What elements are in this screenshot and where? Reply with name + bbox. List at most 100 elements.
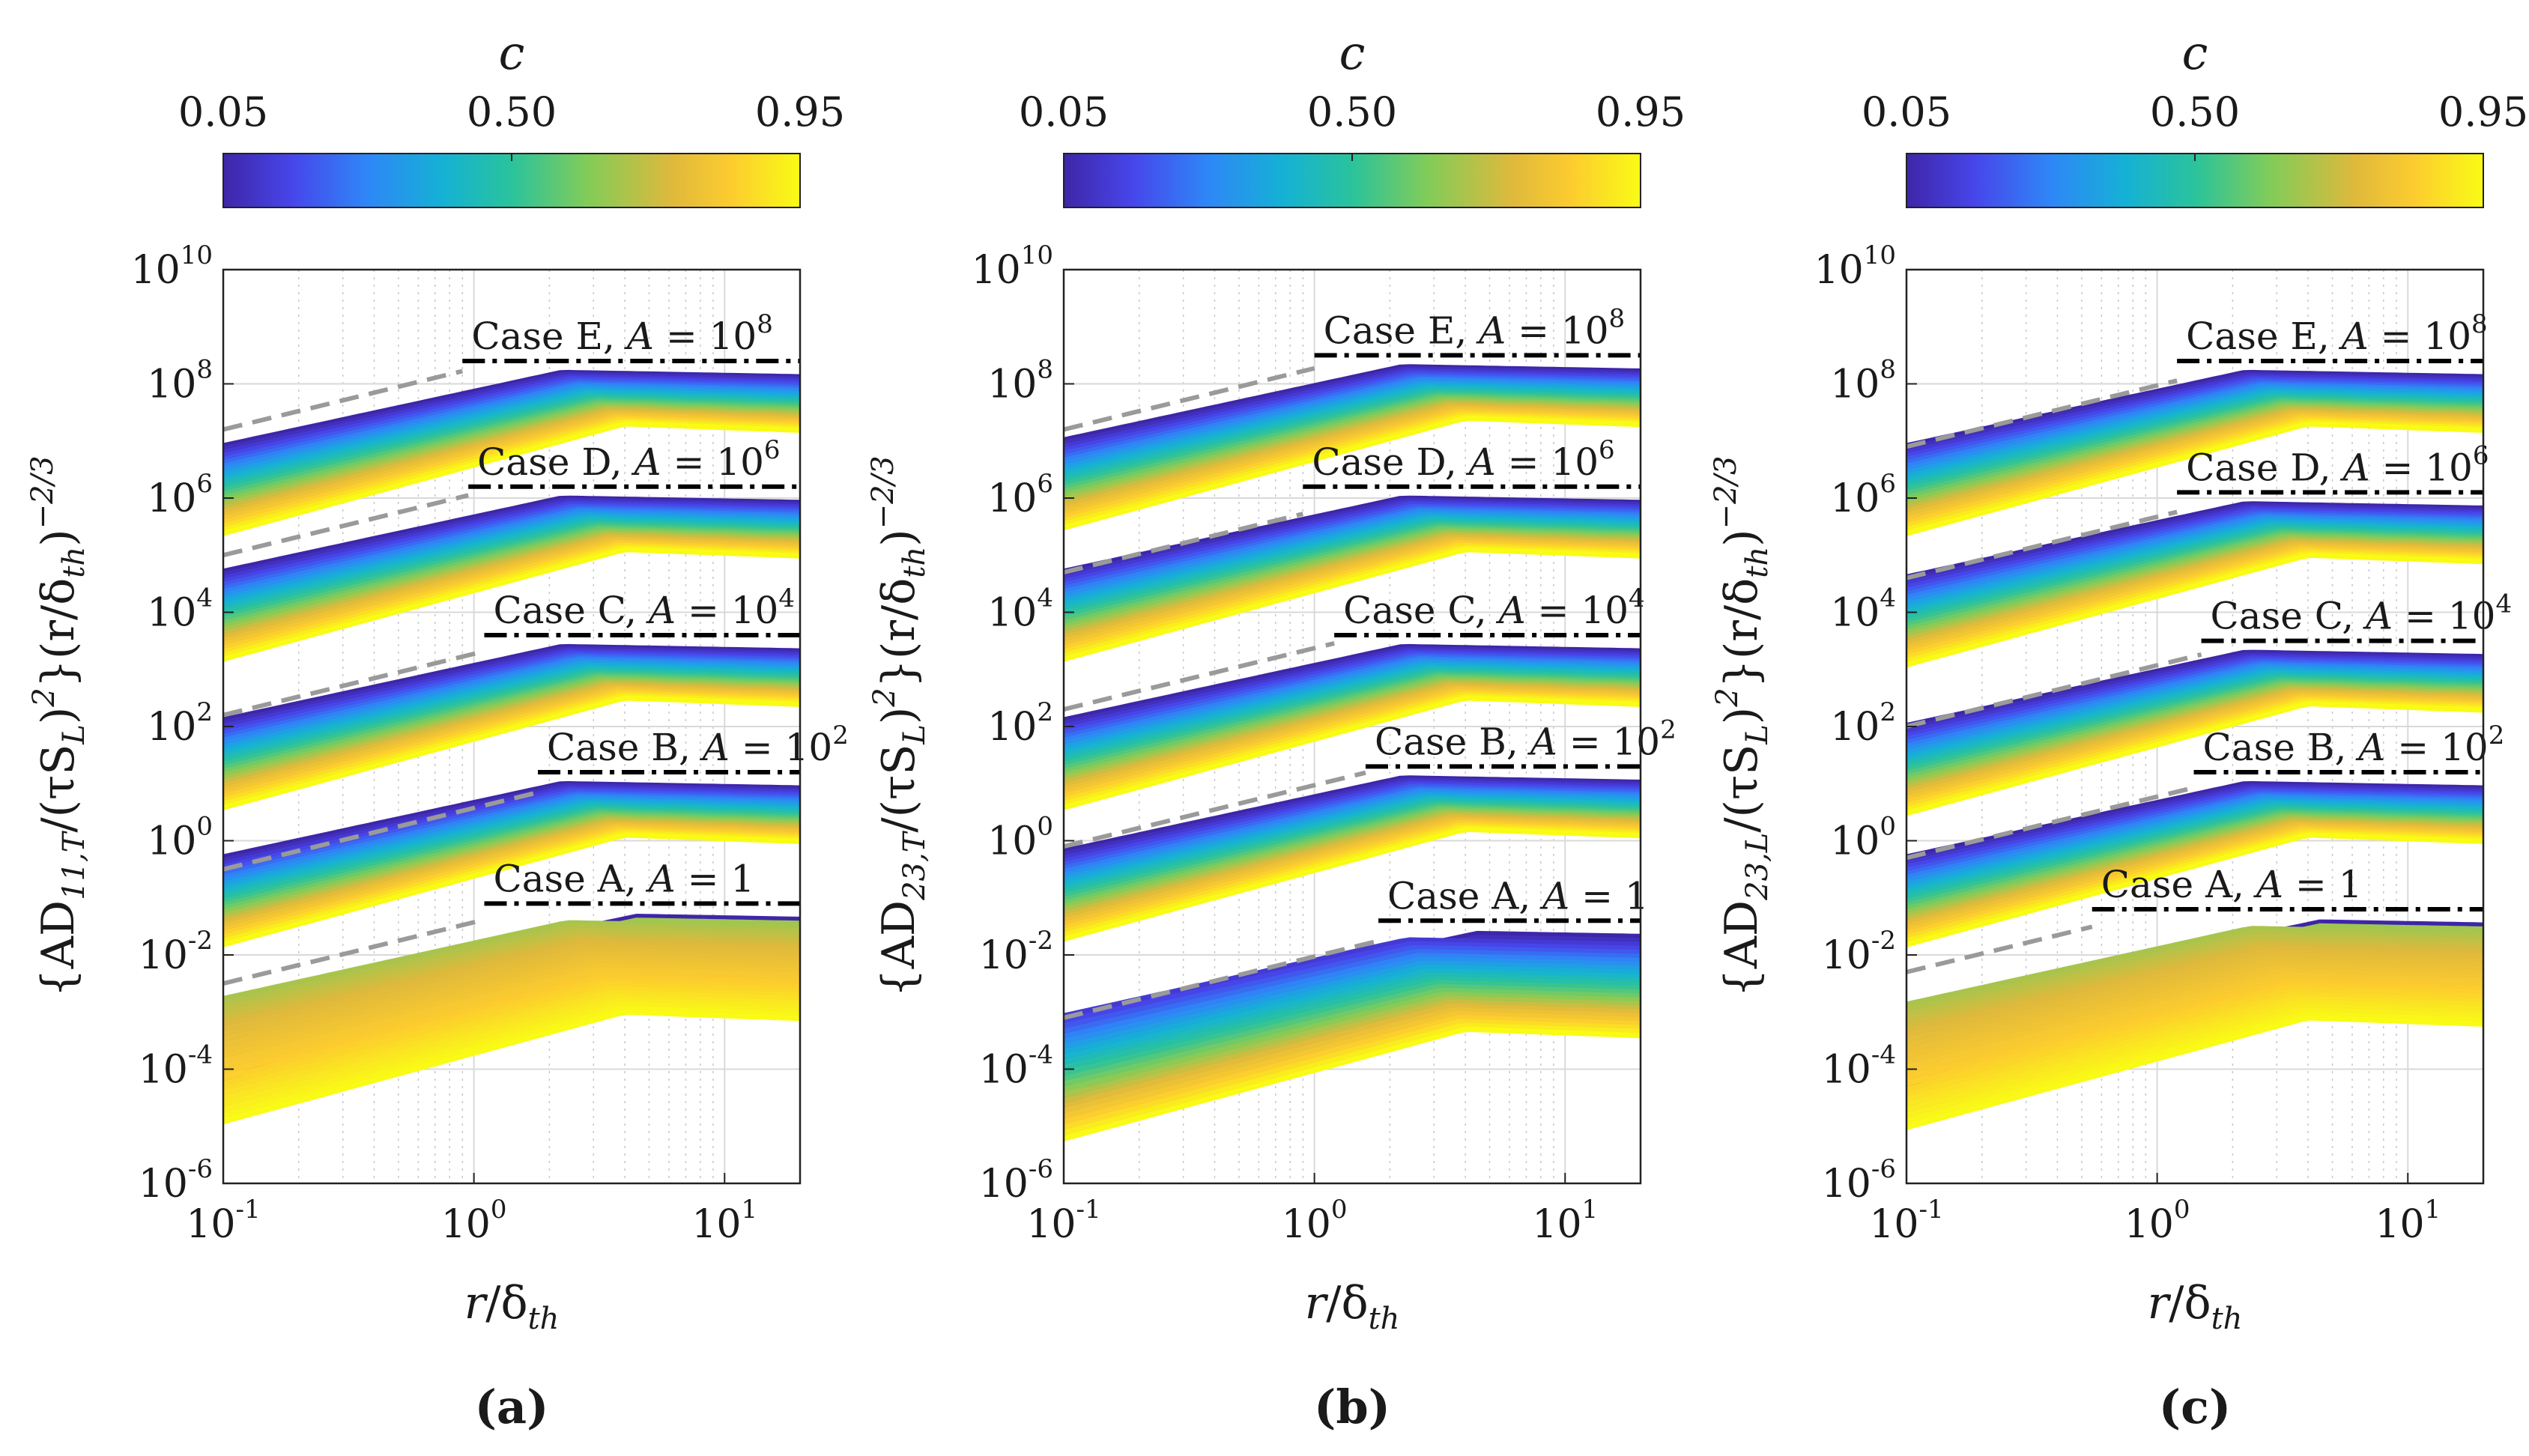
- series-line: [1063, 1026, 1641, 1141]
- colorbar: [1906, 153, 2484, 208]
- series-case-c-a-10-4: Case C, A = 104: [1906, 589, 2513, 816]
- series-line: [222, 994, 801, 1102]
- series-case-e-a-10-8: Case E, A = 108: [222, 309, 801, 536]
- series-case-e-a-10-8: Case E, A = 108: [1906, 309, 2488, 536]
- x-axis-label: r/δth: [464, 1277, 560, 1336]
- slope-reference-dash: [1063, 938, 1379, 1020]
- series-line: [1063, 964, 1641, 1055]
- series-line: [222, 986, 801, 1092]
- series-line: [1063, 992, 1641, 1093]
- series-line: [222, 982, 801, 1087]
- slope-reference-dash: [1063, 640, 1335, 712]
- y-tick-label: 104: [987, 583, 1053, 636]
- series-line: [1906, 1007, 2484, 1120]
- series-line: [1063, 1022, 1641, 1136]
- colorbar-tick-label: 0.50: [1307, 88, 1397, 136]
- series-line: [1906, 972, 2484, 1071]
- case-label: Case D, A = 106: [2186, 440, 2489, 489]
- panel-b: c 0.05 0.50 0.95 Case E, A = 108 Case D, A = …: [866, 25, 1686, 1434]
- panel-tag: (a): [475, 1380, 549, 1434]
- series-line: [222, 966, 801, 1065]
- y-tick-label: 100: [1830, 812, 1896, 864]
- colorbar-tick-label: 0.50: [2150, 88, 2240, 136]
- series-line: [1063, 944, 1641, 1029]
- case-label: Case E, A = 108: [2186, 309, 2488, 358]
- case-label: Case B, A = 102: [2203, 721, 2505, 769]
- series-line: [1063, 960, 1641, 1050]
- y-tick-label: 10-2: [979, 926, 1053, 978]
- x-axis-label: r/δth: [1305, 1277, 1400, 1336]
- colorbar-tick-label: 0.05: [1862, 88, 1951, 136]
- series-line: [1063, 1011, 1641, 1120]
- slope-reference-dash: [222, 368, 464, 432]
- y-tick-label: 102: [987, 697, 1053, 750]
- y-axis-label: {AD11,T/(τSL)2}(r/δth)−2/3: [25, 455, 91, 997]
- case-label: Case A, A = 1: [2101, 863, 2363, 906]
- panel-c: c 0.05 0.50 0.95 Case E, A = 108 Case D, A = …: [1709, 25, 2528, 1434]
- series-case-b-a-10-2: Case B, A = 102: [1906, 721, 2505, 947]
- slope-reference-dash: [1063, 770, 1366, 849]
- series-line: [222, 935, 801, 1022]
- series-line: [222, 971, 801, 1070]
- case-label: Case E, A = 108: [1324, 303, 1626, 352]
- x-axis-label: r/δth: [2148, 1277, 2243, 1336]
- series-line: [1063, 988, 1641, 1088]
- series-line: [1063, 983, 1641, 1082]
- series-line: [1906, 926, 2484, 1007]
- y-tick-label: 1010: [1814, 240, 1896, 293]
- series-line: [1063, 953, 1641, 1040]
- series-line: [1906, 976, 2484, 1076]
- colorbar-tick-label: 0.95: [1596, 88, 1686, 136]
- series-line: [1063, 695, 1641, 810]
- series-line: [222, 951, 801, 1044]
- colorbar-tick-label: 0.05: [178, 88, 268, 136]
- x-tick-label: 100: [2124, 1195, 2190, 1247]
- x-tick-label: 10-1: [186, 1195, 260, 1247]
- series-line: [1906, 1003, 2484, 1114]
- colorbar-label: c: [499, 25, 525, 80]
- series-line: [1906, 701, 2484, 816]
- y-tick-label: 106: [147, 469, 213, 521]
- series-line: [1063, 826, 1641, 942]
- slope-reference-dash: [1906, 785, 2195, 861]
- panel-tag: (b): [1314, 1380, 1390, 1434]
- series-line: [1906, 933, 2484, 1018]
- series-line: [1906, 965, 2484, 1060]
- y-axis-label: {AD23,T/(τSL)2}(r/δth)−2/3: [866, 455, 932, 997]
- slope-reference-dash: [1906, 378, 2178, 449]
- slope-reference-dash: [1063, 512, 1304, 575]
- y-tick-label: 10-6: [1822, 1154, 1896, 1207]
- slope-reference-dash: [1906, 509, 2178, 580]
- series-case-b-a-10-2: Case B, A = 102: [222, 721, 849, 947]
- y-tick-label: 104: [147, 583, 213, 636]
- colorbar-tick-label: 0.05: [1019, 88, 1109, 136]
- series-line: [222, 923, 801, 1007]
- series-line: [1063, 415, 1641, 530]
- series-line: [1906, 949, 2484, 1039]
- series-line: [1906, 945, 2484, 1034]
- colorbar-tick-label: 0.95: [755, 88, 845, 136]
- y-tick-label: 10-2: [1822, 926, 1896, 978]
- case-label: Case E, A = 108: [471, 309, 773, 358]
- series-line: [1063, 1007, 1641, 1114]
- series-line: [1063, 980, 1641, 1077]
- series-line: [1906, 956, 2484, 1049]
- series-line: [1906, 992, 2484, 1097]
- series-line: [1906, 937, 2484, 1023]
- series-line: [1063, 547, 1641, 662]
- series-case-d-a-10-6: Case D, A = 106: [1906, 440, 2489, 668]
- series-case-e-a-10-8: Case E, A = 108: [1063, 303, 1641, 530]
- series-line: [1063, 1019, 1641, 1131]
- series-line: [222, 928, 801, 1012]
- slope-reference-dash: [222, 790, 539, 872]
- series-case-a-a-1: Case A, A = 1: [1062, 874, 1649, 1141]
- case-label: Case B, A = 102: [547, 721, 849, 769]
- case-label: Case C, A = 104: [2211, 589, 2513, 638]
- series-line: [1906, 421, 2484, 536]
- y-tick-label: 100: [987, 812, 1053, 864]
- series-case-a-a-1: Case A, A = 1: [222, 857, 801, 1125]
- x-tick-label: 10-1: [1869, 1195, 1943, 1247]
- x-tick-label: 101: [1532, 1195, 1598, 1247]
- y-tick-label: 106: [987, 469, 1053, 521]
- colorbar-label: c: [2182, 25, 2208, 80]
